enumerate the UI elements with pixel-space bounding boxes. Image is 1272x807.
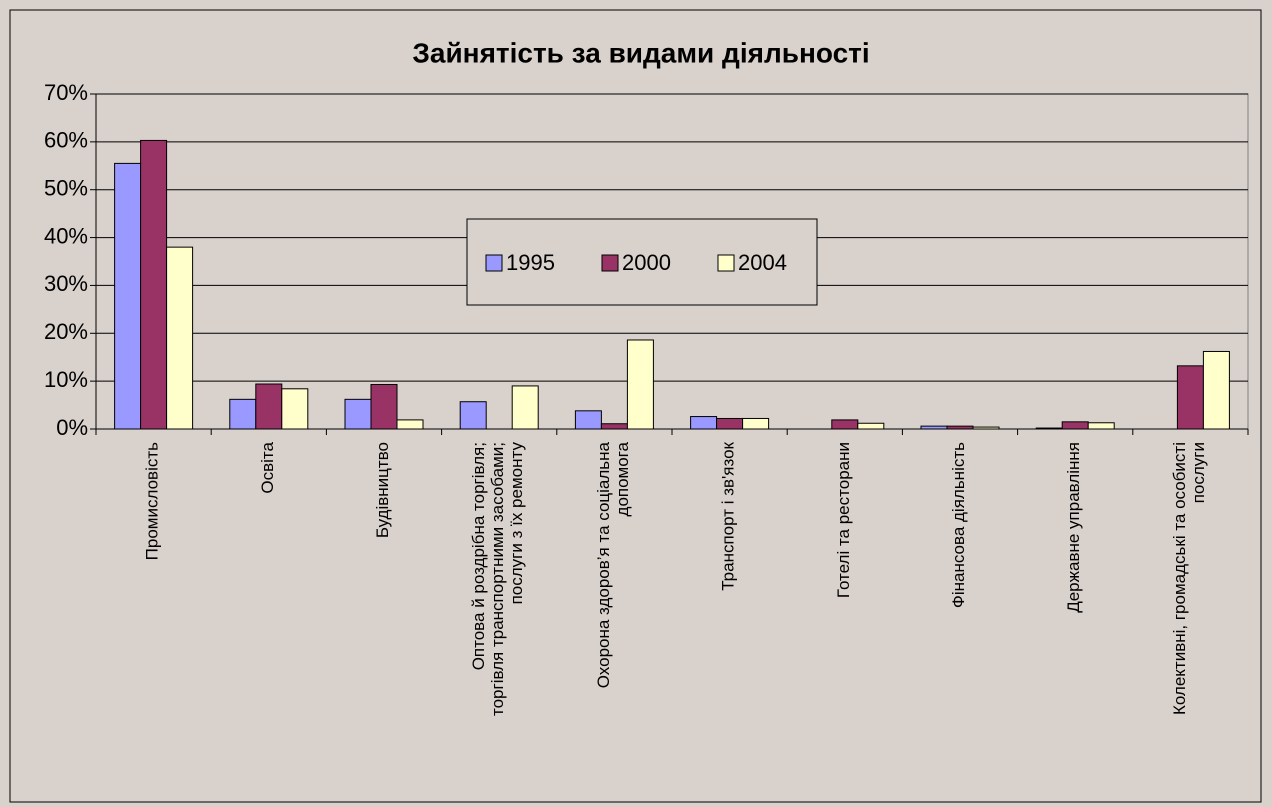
legend-swatch [601, 254, 619, 272]
legend-swatch [717, 254, 735, 272]
x-tick-label: Освіта [258, 441, 277, 493]
legend-label: 2000 [622, 250, 671, 275]
y-tick-label: 60% [44, 128, 88, 153]
x-tick-label: Охорона здоров’я та соціальнадопомога [594, 441, 632, 688]
legend-label: 2004 [738, 250, 787, 275]
bar [1176, 365, 1204, 430]
bar [281, 388, 309, 430]
bar [370, 383, 398, 430]
bar [574, 410, 602, 430]
bar [1202, 350, 1230, 430]
x-tick-label: Промисловість [143, 442, 162, 560]
bar [1061, 421, 1089, 430]
bar [459, 401, 487, 430]
y-tick-label: 40% [44, 223, 88, 248]
bar [946, 425, 974, 430]
bar [742, 417, 770, 430]
y-tick-label: 10% [44, 367, 88, 392]
bar [114, 162, 142, 430]
bar [600, 423, 628, 430]
bar [396, 419, 424, 430]
bar [255, 383, 283, 430]
legend-label: 1995 [506, 250, 555, 275]
y-tick-label: 50% [44, 176, 88, 201]
y-tick-label: 30% [44, 271, 88, 296]
x-tick-label: Фінансова діяльність [949, 442, 968, 608]
bar [716, 417, 744, 430]
bar [857, 422, 885, 430]
y-tick-label: 20% [44, 319, 88, 344]
x-tick-label: Державне управління [1065, 442, 1084, 613]
bar [229, 398, 257, 430]
legend-swatch [485, 254, 503, 272]
y-tick-label: 0% [56, 415, 88, 440]
legend [466, 218, 818, 306]
x-tick-label: Будівництво [373, 442, 392, 538]
x-tick-label: Колективні, громадські та особистіпослуг… [1170, 442, 1208, 715]
bar [626, 339, 654, 430]
y-tick-label: 70% [44, 80, 88, 105]
x-tick-label: Транспорт і зв'язок [719, 441, 738, 590]
bar [972, 426, 1000, 430]
bar [690, 416, 718, 430]
bar [140, 139, 168, 430]
x-tick-label: Готелі та ресторани [834, 442, 853, 598]
bar [1035, 427, 1063, 430]
bar [511, 385, 539, 430]
bar [831, 419, 859, 430]
bar [1087, 422, 1115, 430]
bar [166, 246, 194, 430]
chart-title: Зайнятість за видами діяльності [412, 37, 869, 68]
bar [344, 398, 372, 430]
x-tick-label: Оптова й роздрібна торгівля;торгівля тра… [470, 442, 527, 716]
bar [920, 425, 948, 430]
